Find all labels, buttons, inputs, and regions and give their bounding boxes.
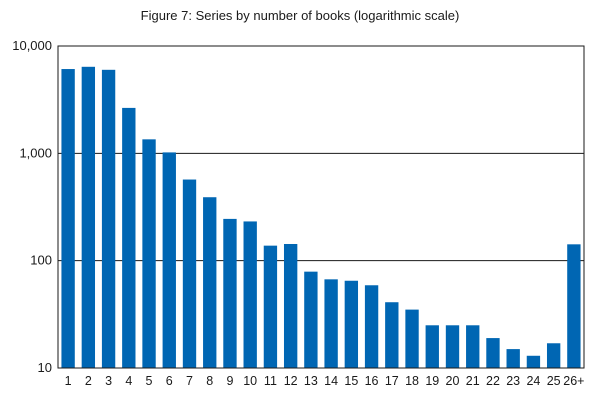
chart-title: Figure 7: Series by number of books (log…: [140, 8, 460, 23]
x-tick-label: 8: [206, 374, 213, 388]
bar: [546, 343, 561, 368]
x-tick-label: 22: [486, 374, 500, 388]
bar: [122, 107, 136, 369]
bar: [405, 309, 419, 368]
y-tick-label: 10: [38, 360, 52, 375]
y-tick-label: 100: [30, 253, 52, 268]
bar: [486, 338, 500, 368]
bar: [526, 355, 541, 368]
bar: [243, 221, 257, 368]
bar: [445, 325, 460, 368]
x-tick-label: 6: [166, 374, 173, 388]
bar: [203, 197, 217, 368]
x-tick-label: 21: [466, 374, 480, 388]
x-tick-label: 5: [146, 374, 153, 388]
y-tick-label: 10,000: [12, 38, 52, 53]
x-tick-label: 18: [405, 374, 419, 388]
x-tick-label: 15: [344, 374, 358, 388]
x-tick-label: 24: [526, 374, 540, 388]
x-tick-label: 23: [506, 374, 520, 388]
bar: [324, 279, 338, 368]
x-tick-label: 20: [446, 374, 460, 388]
x-tick-label: 9: [226, 374, 233, 388]
gridlines: [58, 45, 584, 262]
x-tick-label: 17: [385, 374, 399, 388]
x-tick-label: 12: [284, 374, 298, 388]
y-tick-labels: 10 100 1,000 10,000: [12, 38, 52, 375]
bar: [182, 179, 197, 368]
bar: [81, 66, 96, 369]
bar: [142, 139, 156, 368]
x-tick-label: 19: [425, 374, 439, 388]
bar: [162, 152, 176, 368]
plot-frame: [57, 45, 585, 369]
bar: [304, 271, 318, 368]
x-tick-label: 4: [125, 374, 132, 388]
bar: [385, 302, 399, 368]
x-tick-label: 1: [65, 374, 72, 388]
bar: [263, 245, 278, 368]
x-tick-label: 26+: [563, 374, 584, 388]
x-tick-labels: 1 2 3 4 5 6 7 8 9 10 11 12 13 14 15 16 17 18 19 20 21 22 23 24 2…: [65, 374, 585, 388]
x-tick-label: 2: [85, 374, 92, 388]
x-tick-label: 13: [304, 374, 318, 388]
bar: [344, 280, 359, 368]
x-tick-label: 11: [264, 374, 277, 388]
x-tick-label: 7: [186, 374, 193, 388]
bar: [223, 218, 237, 368]
bar: [506, 349, 520, 368]
bar: [101, 69, 116, 368]
x-tick-label: 14: [324, 374, 338, 388]
x-tick-label: 16: [365, 374, 379, 388]
bars: [61, 66, 581, 369]
bar: [61, 69, 75, 369]
x-tick-label: 10: [243, 374, 257, 388]
bar: [283, 243, 298, 368]
axes: [57, 45, 585, 369]
bar: [425, 325, 439, 368]
bar: [364, 285, 379, 368]
bar: [466, 325, 480, 368]
x-tick-label: 25: [547, 374, 561, 388]
x-tick-label: 3: [105, 374, 112, 388]
y-tick-label: 1,000: [19, 145, 52, 160]
bar: [567, 244, 581, 368]
